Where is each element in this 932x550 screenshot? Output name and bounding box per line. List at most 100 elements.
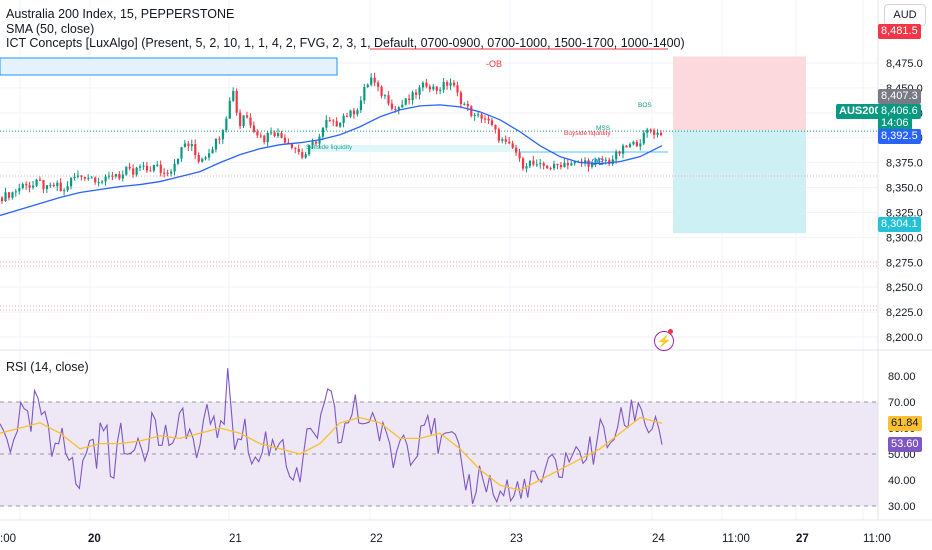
candle-body <box>308 145 311 155</box>
candle-body <box>266 132 269 143</box>
candle-body <box>152 165 155 171</box>
candle-body <box>297 148 300 153</box>
candle-body <box>411 92 414 101</box>
candle-body <box>642 132 645 144</box>
candle-body <box>363 87 366 101</box>
price-tick-label: 8,475.0 <box>886 58 923 70</box>
candle-body <box>404 98 407 105</box>
currency-button[interactable]: AUD <box>884 4 926 26</box>
candle-body <box>649 129 652 131</box>
candle-body <box>508 141 511 144</box>
candle-body <box>270 132 273 134</box>
candle-body <box>187 143 190 147</box>
candle-body <box>525 166 528 169</box>
candle-body <box>615 151 618 160</box>
candle-body <box>311 141 314 146</box>
candle-body <box>346 115 349 117</box>
sellside-label: Sellside liquidity <box>306 144 353 151</box>
candle-body <box>408 98 411 101</box>
minus-ob-label: -OB <box>486 59 502 69</box>
candle-body <box>201 158 204 162</box>
candle-body <box>418 87 421 95</box>
candle-body <box>632 141 635 145</box>
candle-body <box>635 141 638 147</box>
candle-body <box>490 120 494 125</box>
chart-title[interactable]: Australia 200 Index, 15, PEPPERSTONE <box>6 7 235 21</box>
candle-body <box>42 180 45 190</box>
candle-body <box>221 130 224 140</box>
ict-legend[interactable]: ICT Concepts [LuxAlgo] (Present, 5, 2, 1… <box>6 36 685 50</box>
price-tag-target: 8,304.1 <box>878 217 921 232</box>
candle-body <box>204 157 207 159</box>
rsi-tick-label: 30.00 <box>888 501 916 513</box>
symbol-tag: AUS200 <box>836 104 884 119</box>
candle-body <box>359 100 362 111</box>
candle-body <box>556 163 559 166</box>
candle-body <box>32 185 35 188</box>
candle-body <box>232 90 235 101</box>
bos-label: BOS <box>638 102 652 109</box>
candle-body <box>135 167 138 175</box>
candle-body <box>515 147 518 153</box>
rsi-tick-label: 50.00 <box>888 449 916 461</box>
candle-body <box>256 131 259 136</box>
lightning-icon[interactable]: ⚡ <box>654 331 674 351</box>
candle-body <box>121 174 124 179</box>
candle-body <box>342 115 345 123</box>
candle-body <box>59 182 62 192</box>
candle-body <box>394 108 397 110</box>
candle-body <box>283 137 287 143</box>
candle-body <box>601 158 604 160</box>
candle-body <box>611 159 614 165</box>
candle-body <box>625 145 628 148</box>
candle-body <box>446 82 449 86</box>
rsi-legend[interactable]: RSI (14, close) <box>6 360 89 374</box>
candle-body <box>287 142 290 144</box>
candle-body <box>608 159 611 165</box>
candle-body <box>11 192 14 198</box>
candle-body <box>421 82 425 88</box>
candle-body <box>501 139 504 141</box>
candle-body <box>628 144 632 148</box>
mss-label: MSS <box>596 125 611 132</box>
bearish-ob-box <box>0 57 338 76</box>
candle-body <box>118 173 121 179</box>
candle-body <box>14 191 17 193</box>
price-tag-last: 8,406.6 <box>878 104 921 119</box>
candle-body <box>456 85 459 93</box>
candle-body <box>497 129 500 141</box>
candle-body <box>425 82 428 87</box>
candle-body <box>263 135 266 143</box>
candle-body <box>49 184 52 186</box>
candle-body <box>452 82 456 86</box>
rsi-ma-line <box>0 416 663 492</box>
candle-body <box>132 168 135 175</box>
candle-body <box>390 103 394 109</box>
candle-body <box>366 84 369 88</box>
price-tick-label: 8,350.0 <box>886 183 923 195</box>
candle-body <box>176 158 180 164</box>
stop-loss-zone <box>673 56 806 131</box>
candle-body <box>70 178 73 187</box>
candle-body <box>656 132 659 135</box>
sma-legend[interactable]: SMA (50, close) <box>6 22 95 36</box>
rsi-ma-tag: 61.84 <box>888 416 922 431</box>
candle-body <box>546 165 549 169</box>
candle-body <box>532 160 535 165</box>
candle-body <box>473 114 476 116</box>
price-tag-upper: 8,407.3 <box>878 89 921 104</box>
price-tick-label: 8,200.0 <box>886 332 923 344</box>
candle-body <box>101 181 104 183</box>
price-tick-label: 8,250.0 <box>886 282 923 294</box>
candle-body <box>349 110 352 117</box>
candle-body <box>653 130 656 135</box>
candle-body <box>145 165 149 171</box>
buyside-label: Buyside liquidity <box>564 130 611 137</box>
candle-body <box>335 121 338 127</box>
candle-body <box>563 163 566 168</box>
rsi-tick-label: 70.00 <box>888 397 916 409</box>
candle-body <box>7 192 11 198</box>
candle-body <box>235 90 238 113</box>
candle-body <box>1 197 4 202</box>
